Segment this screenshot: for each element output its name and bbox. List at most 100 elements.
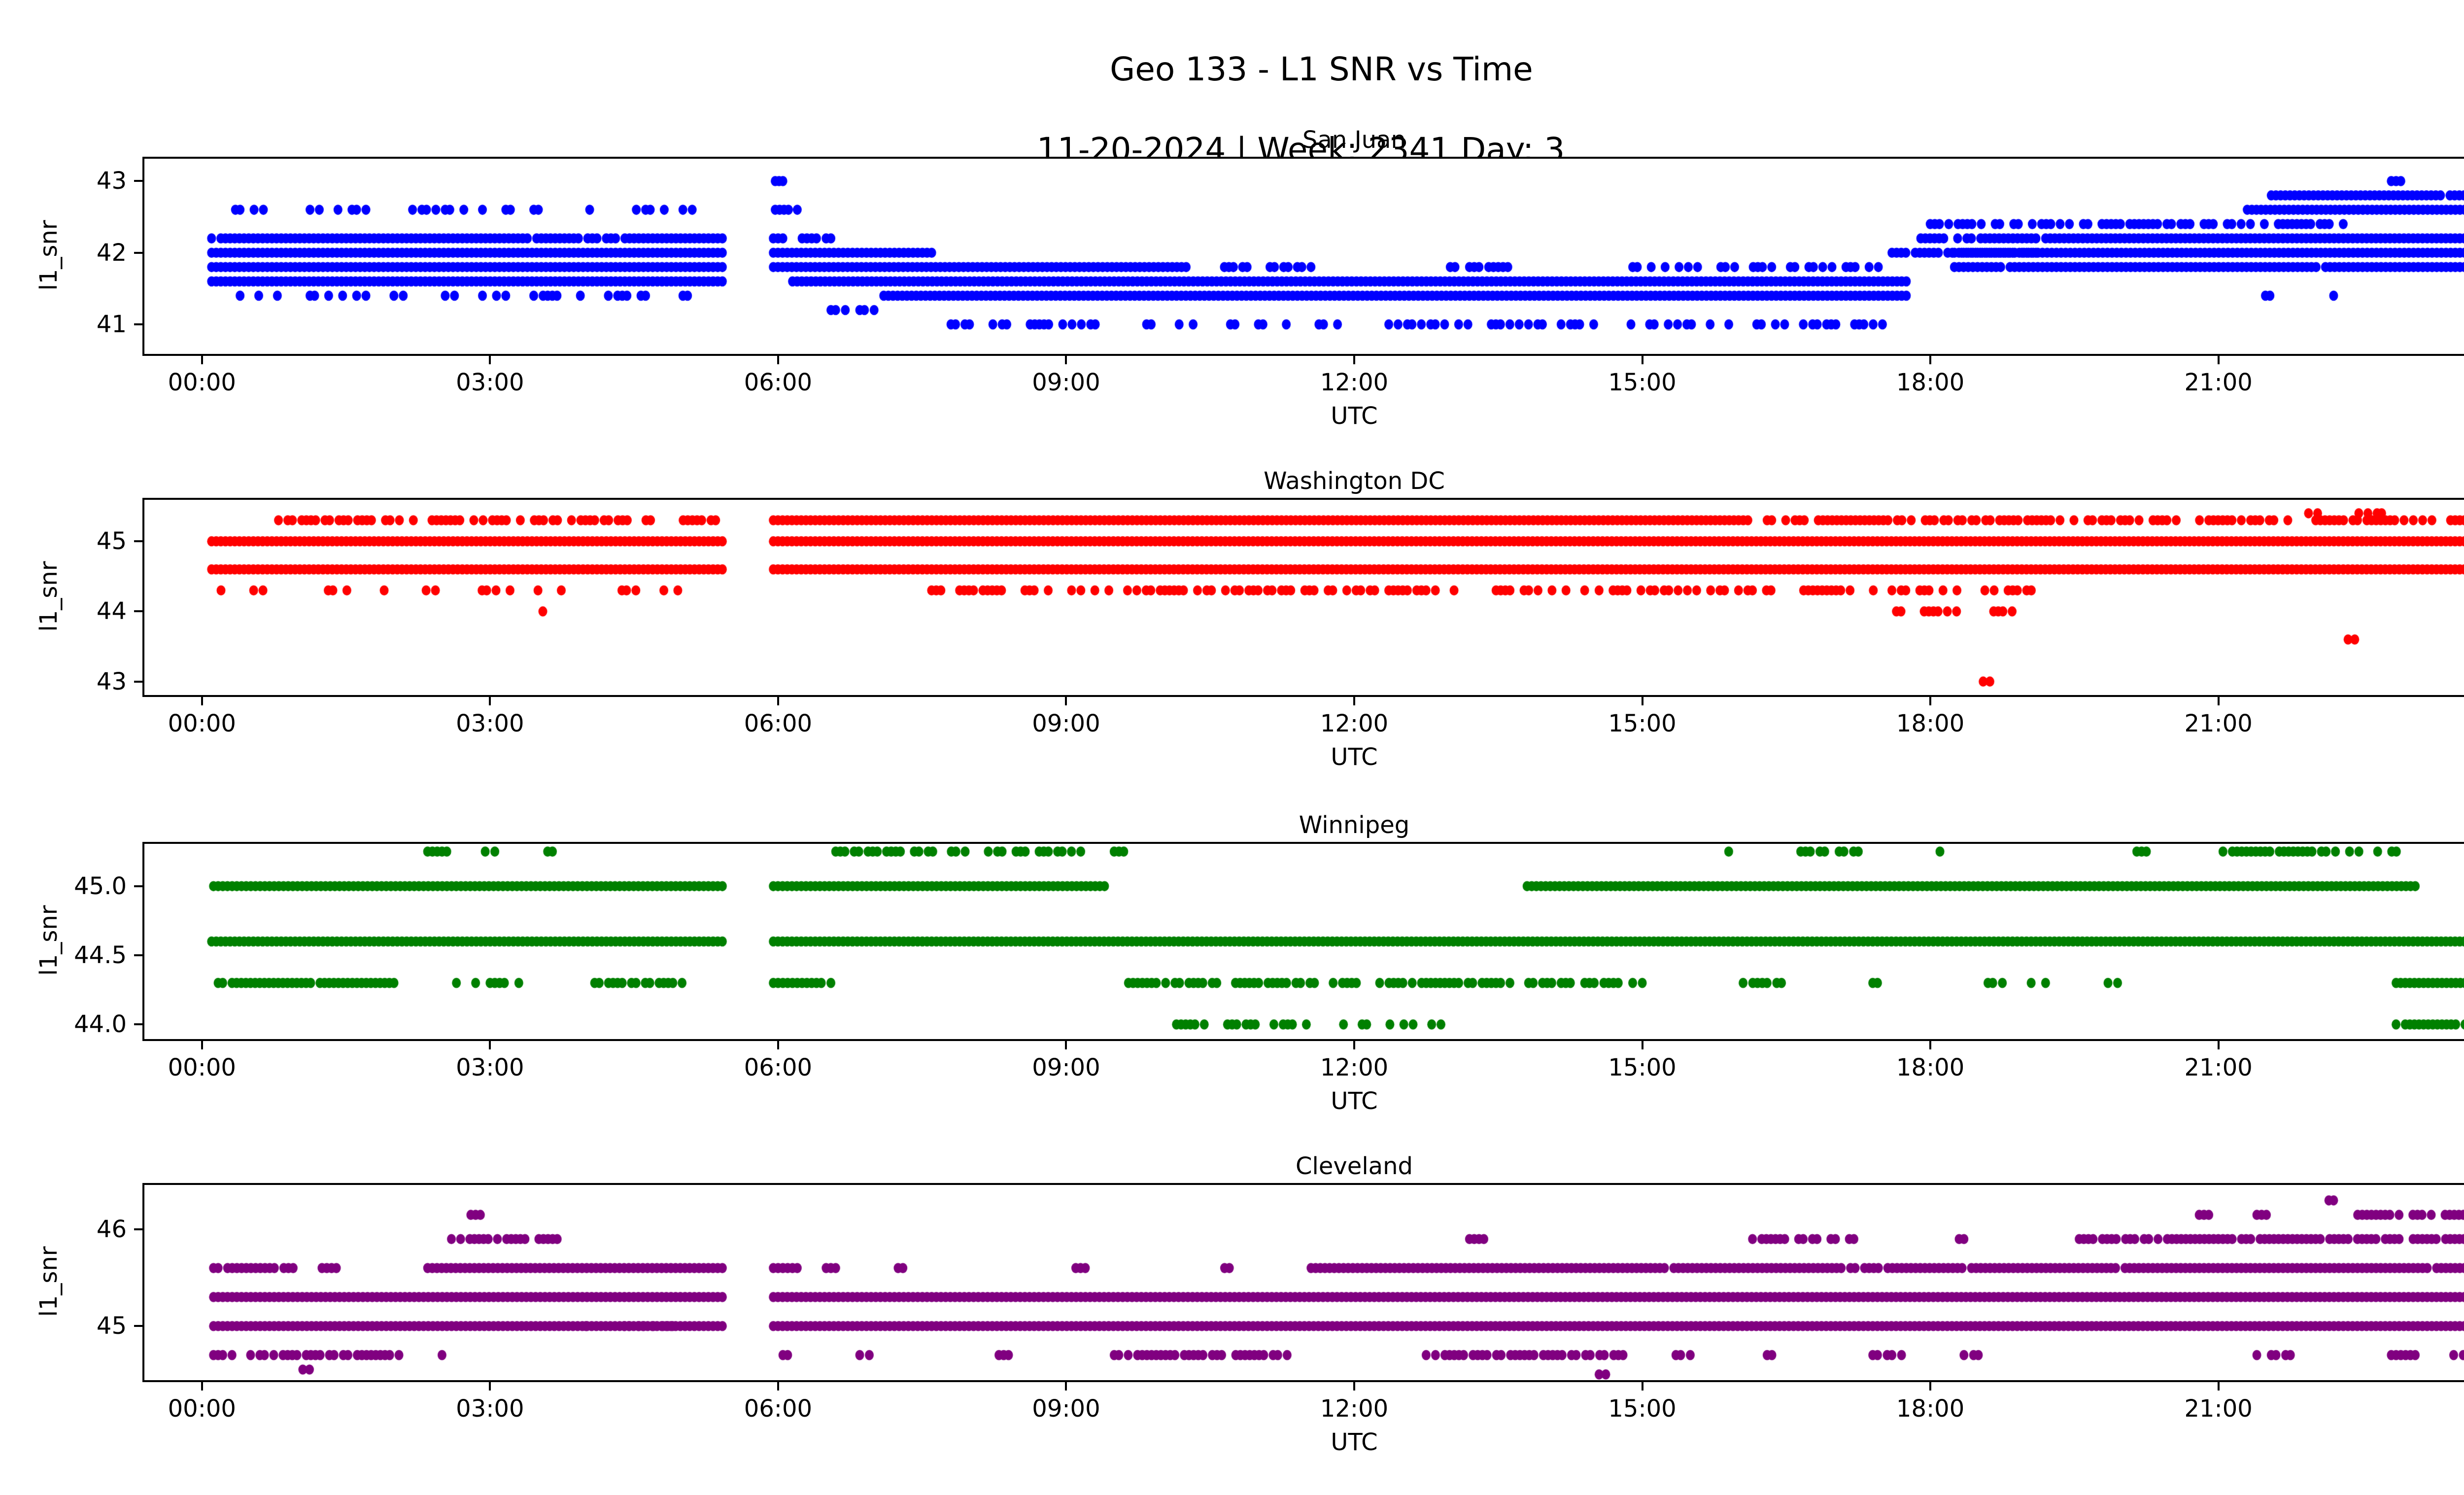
x-tick-label: 15:00 — [1608, 1395, 1677, 1423]
x-tick-label: 21:00 — [2184, 1395, 2253, 1423]
subplot-washington-dc: Washington DC 43 44 45 00:00 03:00 06:00 09:00 1… — [35, 467, 2464, 771]
x-tick-label: 03:00 — [456, 369, 524, 396]
x-tick-label: 09:00 — [1032, 1054, 1100, 1081]
y-tick-label: 41 — [96, 311, 127, 339]
figure-suptitle: Geo 133 - L1 SNR vs Time 11-20-2024 | We… — [0, 9, 2464, 251]
x-tick-mark — [1641, 1041, 1643, 1049]
x-tick-mark — [1353, 356, 1355, 364]
x-tick-mark — [201, 697, 203, 705]
x-tick-label: 15:00 — [1608, 1054, 1677, 1081]
x-tick-label: 00:00 — [168, 369, 236, 396]
y-tick-label: 46 — [96, 1216, 127, 1244]
y-tick-mark — [134, 540, 142, 543]
x-tick-mark — [1641, 697, 1643, 705]
x-tick-mark — [201, 1382, 203, 1391]
y-tick-label: 45 — [96, 527, 127, 556]
y-tick-mark — [134, 1023, 142, 1026]
x-tick-mark — [201, 356, 203, 364]
y-axis-label: l1_snr — [35, 905, 63, 976]
x-axis-label: UTC — [1331, 1428, 1378, 1456]
y-tick-label: 44.5 — [74, 941, 127, 970]
x-tick-mark — [489, 1382, 491, 1391]
x-tick-mark — [1929, 1382, 1932, 1391]
y-tick-label: 43 — [96, 667, 127, 695]
x-tick-mark — [1065, 356, 1067, 364]
y-tick-label: 45 — [96, 1312, 127, 1340]
x-tick-mark — [777, 356, 779, 364]
x-tick-label: 18:00 — [1896, 1395, 1965, 1423]
x-tick-label: 09:00 — [1032, 710, 1100, 737]
subplot-san-juan: San Juan 41 42 43 00:00 03:00 06:00 09:00 12:00 1… — [35, 126, 2464, 430]
y-tick-label: 44.0 — [74, 1010, 127, 1039]
subplot-title: San Juan — [1302, 126, 1406, 154]
x-tick-label: 15:00 — [1608, 710, 1677, 737]
subplot-title: Washington DC — [1264, 467, 1445, 495]
x-tick-mark — [1353, 697, 1355, 705]
subplot-winnipeg: Winnipeg 44.0 44.5 45.0 00:00 03:00 06:00 09:00… — [35, 811, 2464, 1115]
y-tick-mark — [134, 885, 142, 887]
x-tick-mark — [2217, 1041, 2220, 1049]
y-axis-label: l1_snr — [35, 561, 63, 632]
x-tick-label: 09:00 — [1032, 1395, 1100, 1423]
x-tick-label: 06:00 — [744, 710, 813, 737]
x-tick-label: 00:00 — [168, 1395, 236, 1423]
x-tick-label: 00:00 — [168, 710, 236, 737]
x-tick-label: 21:00 — [2184, 369, 2253, 396]
x-tick-mark — [1641, 356, 1643, 364]
scatter-plot-area — [142, 498, 2464, 697]
x-tick-label: 21:00 — [2184, 710, 2253, 737]
y-tick-label: 43 — [96, 167, 127, 195]
y-tick-label: 45.0 — [74, 872, 127, 900]
x-tick-mark — [1353, 1041, 1355, 1049]
x-tick-label: 06:00 — [744, 1054, 813, 1081]
x-tick-mark — [1065, 1041, 1067, 1049]
x-tick-mark — [777, 1382, 779, 1391]
y-tick-mark — [134, 323, 142, 326]
scatter-plot-area — [142, 842, 2464, 1041]
x-tick-label: 18:00 — [1896, 710, 1965, 737]
x-tick-label: 00:00 — [168, 1054, 236, 1081]
x-tick-mark — [1353, 1382, 1355, 1391]
scatter-plot-area — [142, 157, 2464, 356]
y-tick-mark — [134, 954, 142, 957]
x-tick-label: 03:00 — [456, 710, 524, 737]
x-tick-mark — [489, 356, 491, 364]
y-axis-label: l1_snr — [35, 220, 63, 291]
y-tick-mark — [134, 180, 142, 182]
scatter-plot-area — [142, 1183, 2464, 1382]
y-tick-mark — [134, 680, 142, 683]
y-tick-label: 42 — [96, 239, 127, 267]
x-tick-label: 12:00 — [1320, 710, 1389, 737]
y-tick-mark — [134, 1228, 142, 1231]
x-tick-label: 03:00 — [456, 1054, 524, 1081]
x-axis-label: UTC — [1331, 743, 1378, 771]
x-tick-mark — [1929, 356, 1932, 364]
x-tick-mark — [489, 697, 491, 705]
suptitle-line-1: Geo 133 - L1 SNR vs Time — [1110, 50, 1533, 88]
x-tick-mark — [2217, 697, 2220, 705]
x-tick-label: 06:00 — [744, 369, 813, 396]
y-tick-mark — [134, 610, 142, 613]
x-tick-label: 06:00 — [744, 1395, 813, 1423]
y-tick-mark — [134, 251, 142, 254]
x-tick-mark — [1065, 1382, 1067, 1391]
x-tick-label: 12:00 — [1320, 1395, 1389, 1423]
x-tick-mark — [777, 697, 779, 705]
x-tick-label: 15:00 — [1608, 369, 1677, 396]
x-tick-mark — [1929, 697, 1932, 705]
subplot-cleveland: Cleveland 45 46 00:00 03:00 06:00 09:00 12:00 15… — [35, 1152, 2464, 1456]
x-tick-label: 12:00 — [1320, 1054, 1389, 1081]
x-tick-mark — [1929, 1041, 1932, 1049]
x-tick-label: 03:00 — [456, 1395, 524, 1423]
x-tick-label: 18:00 — [1896, 369, 1965, 396]
x-tick-mark — [2217, 1382, 2220, 1391]
x-axis-label: UTC — [1331, 1087, 1378, 1115]
x-axis-label: UTC — [1331, 402, 1378, 430]
x-tick-mark — [2217, 356, 2220, 364]
x-tick-mark — [1065, 697, 1067, 705]
subplot-title: Winnipeg — [1299, 811, 1410, 839]
x-tick-label: 18:00 — [1896, 1054, 1965, 1081]
x-tick-mark — [1641, 1382, 1643, 1391]
y-tick-label: 44 — [96, 597, 127, 626]
